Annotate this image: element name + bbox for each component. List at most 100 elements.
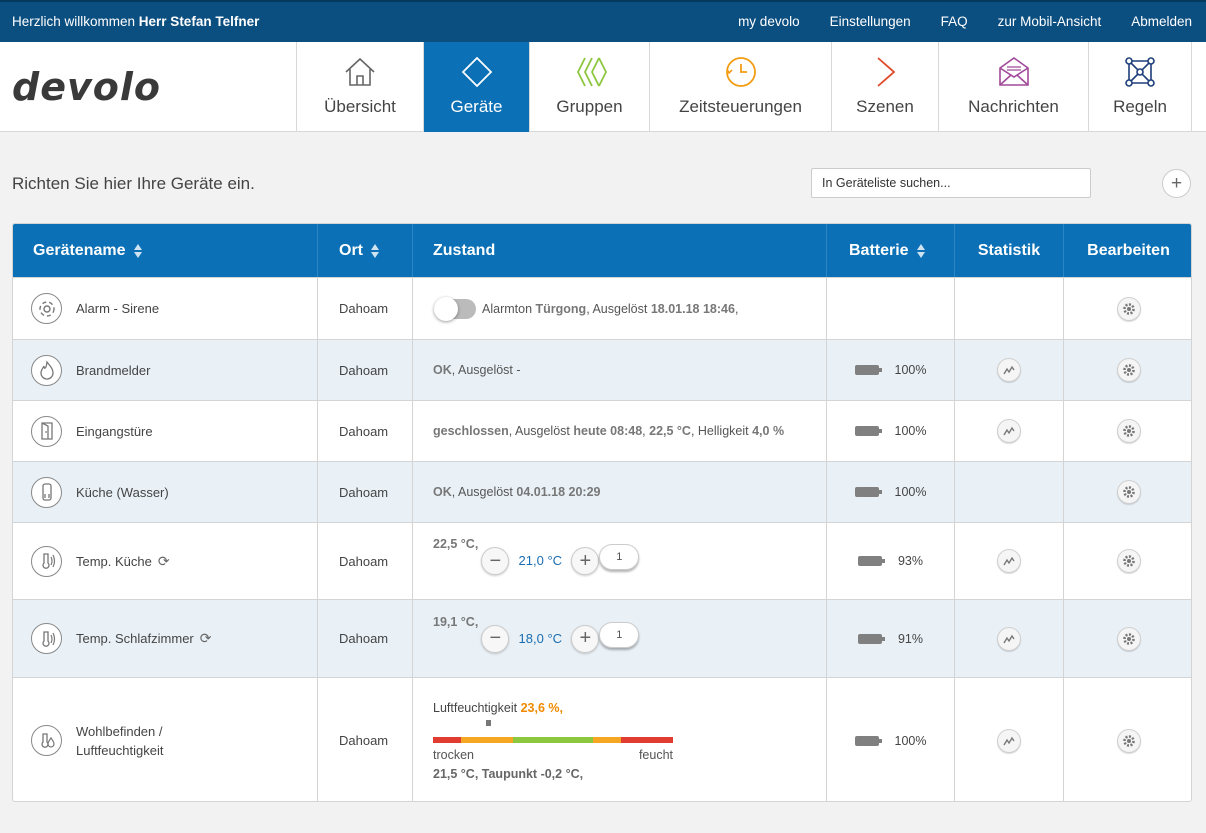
battery-level: 100%: [894, 485, 927, 499]
scale-label-wet: feucht: [638, 747, 673, 762]
decrease-temp-button[interactable]: −: [481, 624, 510, 653]
tab-label: Regeln: [1113, 97, 1167, 116]
settings-gear-icon[interactable]: [1116, 549, 1141, 573]
device-location: Dahoam: [339, 301, 389, 316]
header-statistik: Statistik: [955, 224, 1064, 278]
current-temperature: 19,1 °C: [433, 614, 475, 629]
settings-gear-icon[interactable]: [1116, 419, 1141, 443]
tab-geraete[interactable]: Geräte: [423, 42, 529, 132]
battery-level: 100%: [894, 424, 927, 438]
main-nav: devolo Übersicht Geräte Gruppen: [0, 42, 1206, 132]
welcome-prefix: Herzlich willkommen: [12, 14, 136, 29]
decrease-temp-button[interactable]: −: [481, 547, 510, 575]
device-name[interactable]: Küche (Wasser): [76, 484, 169, 500]
statistics-chart-icon[interactable]: [997, 728, 1021, 753]
water-sensor-icon: [31, 476, 62, 508]
play-icon: [877, 57, 896, 87]
sort-icon: [371, 244, 380, 258]
humidity-icon: [31, 725, 62, 756]
device-location: Dahoam: [339, 631, 389, 646]
add-device-button[interactable]: +: [1162, 169, 1191, 198]
tab-label: Gruppen: [556, 97, 623, 116]
devolo-logo[interactable]: devolo: [12, 65, 187, 109]
statistics-chart-icon[interactable]: [997, 419, 1021, 443]
link-mobile-view[interactable]: zur Mobil-Ansicht: [997, 14, 1102, 29]
settings-gear-icon[interactable]: [1116, 728, 1141, 753]
table-row: Temp. Schlafzimmer ⟳ Dahoam 19,1 °C, − 18…: [13, 599, 1191, 677]
header-ort[interactable]: Ort: [318, 224, 413, 278]
table-row: Alarm - Sirene Dahoam Alarmton Türgong, …: [13, 277, 1191, 339]
humidity-value: 23,6 %: [520, 700, 560, 715]
link-einstellungen[interactable]: Einstellungen: [829, 14, 911, 29]
device-location: Dahoam: [339, 733, 389, 748]
battery-icon: [857, 556, 885, 566]
humidity-scale: [433, 719, 673, 743]
tab-nachrichten[interactable]: Nachrichten: [938, 42, 1088, 132]
device-name[interactable]: Brandmelder: [76, 362, 151, 378]
mode-pill[interactable]: 1: [599, 621, 640, 648]
settings-gear-icon[interactable]: [1116, 480, 1141, 504]
increase-temp-button[interactable]: +: [571, 624, 600, 653]
device-name[interactable]: Eingangstüre: [76, 423, 153, 439]
thermostat-icon: [31, 545, 62, 577]
plus-icon: +: [1170, 173, 1183, 194]
sort-icon: [916, 244, 926, 258]
device-location: Dahoam: [339, 362, 389, 378]
top-bar: Herzlich willkommen Herr Stefan Telfner …: [0, 0, 1206, 42]
device-name[interactable]: Alarm - Sirene: [76, 301, 160, 316]
statistics-chart-icon[interactable]: [997, 549, 1021, 573]
table-row: Eingangstüre Dahoam geschlossen, Ausgelö…: [13, 400, 1191, 461]
tab-szenen[interactable]: Szenen: [831, 42, 938, 132]
battery-level: 100%: [894, 733, 927, 748]
scale-label-dry: trocken: [433, 747, 474, 762]
device-location: Dahoam: [339, 423, 389, 439]
tab-regeln[interactable]: Regeln: [1088, 42, 1192, 132]
current-temperature: 22,5 °C: [433, 537, 475, 551]
device-search-input[interactable]: [811, 168, 1091, 198]
refresh-icon[interactable]: ⟳: [199, 630, 212, 646]
top-links: my devolo Einstellungen FAQ zur Mobil-An…: [738, 14, 1192, 29]
refresh-icon[interactable]: ⟳: [157, 552, 170, 569]
link-my-devolo[interactable]: my devolo: [738, 14, 800, 29]
user-name: Herr Stefan Telfner: [138, 14, 260, 29]
mode-pill[interactable]: 1: [599, 544, 640, 570]
device-location: Dahoam: [339, 484, 389, 500]
tab-uebersicht[interactable]: Übersicht: [296, 42, 423, 132]
device-name[interactable]: Temp. Küche: [76, 553, 152, 569]
battery-icon: [857, 633, 885, 644]
siren-icon: [31, 293, 62, 324]
table-row: Küche (Wasser) Dahoam OK, Ausgelöst 04.0…: [13, 461, 1191, 522]
home-icon: [345, 57, 375, 86]
statistics-chart-icon[interactable]: [997, 358, 1021, 382]
tab-gruppen[interactable]: Gruppen: [529, 42, 649, 132]
device-name[interactable]: Temp. Schlafzimmer: [76, 631, 194, 646]
device-name[interactable]: Wohlbefinden / Luftfeuchtigkeit: [76, 723, 164, 758]
tab-label: Zeitsteuerungen: [679, 97, 802, 116]
battery-level: 93%: [897, 554, 924, 568]
link-logout[interactable]: Abmelden: [1131, 14, 1192, 29]
header-bearbeiten: Bearbeiten: [1087, 242, 1170, 259]
table-row: Wohlbefinden / Luftfeuchtigkeit Dahoam Lu…: [13, 677, 1191, 801]
welcome-text: Herzlich willkommen Herr Stefan Telfner: [12, 14, 259, 29]
battery-icon: [854, 487, 882, 497]
tab-zeitsteuerungen[interactable]: Zeitsteuerungen: [649, 42, 831, 132]
statistics-chart-icon[interactable]: [997, 626, 1021, 651]
tab-label: Geräte: [450, 97, 503, 116]
settings-gear-icon[interactable]: [1116, 626, 1141, 651]
settings-gear-icon[interactable]: [1116, 296, 1141, 321]
increase-temp-button[interactable]: +: [571, 547, 600, 575]
link-faq[interactable]: FAQ: [940, 14, 968, 29]
diamond-icon: [461, 56, 492, 88]
battery-icon: [854, 426, 882, 436]
settings-gear-icon[interactable]: [1116, 358, 1141, 382]
humidity-marker: [485, 719, 491, 726]
alarm-toggle[interactable]: [434, 296, 476, 321]
humidity-widget: Luftfeuchtigkeit 23,6 %, trocken feucht 2…: [433, 700, 673, 781]
network-icon: [1125, 57, 1155, 87]
table-header: Gerätename Ort Zustand Batterie Statisti…: [13, 224, 1191, 278]
header-batterie[interactable]: Batterie: [827, 224, 955, 278]
header-geraetename[interactable]: Gerätename: [13, 224, 318, 278]
target-temperature: 21,0 °C: [518, 553, 563, 568]
header-zustand: Zustand: [413, 224, 827, 278]
thermostat-icon: [31, 623, 62, 654]
